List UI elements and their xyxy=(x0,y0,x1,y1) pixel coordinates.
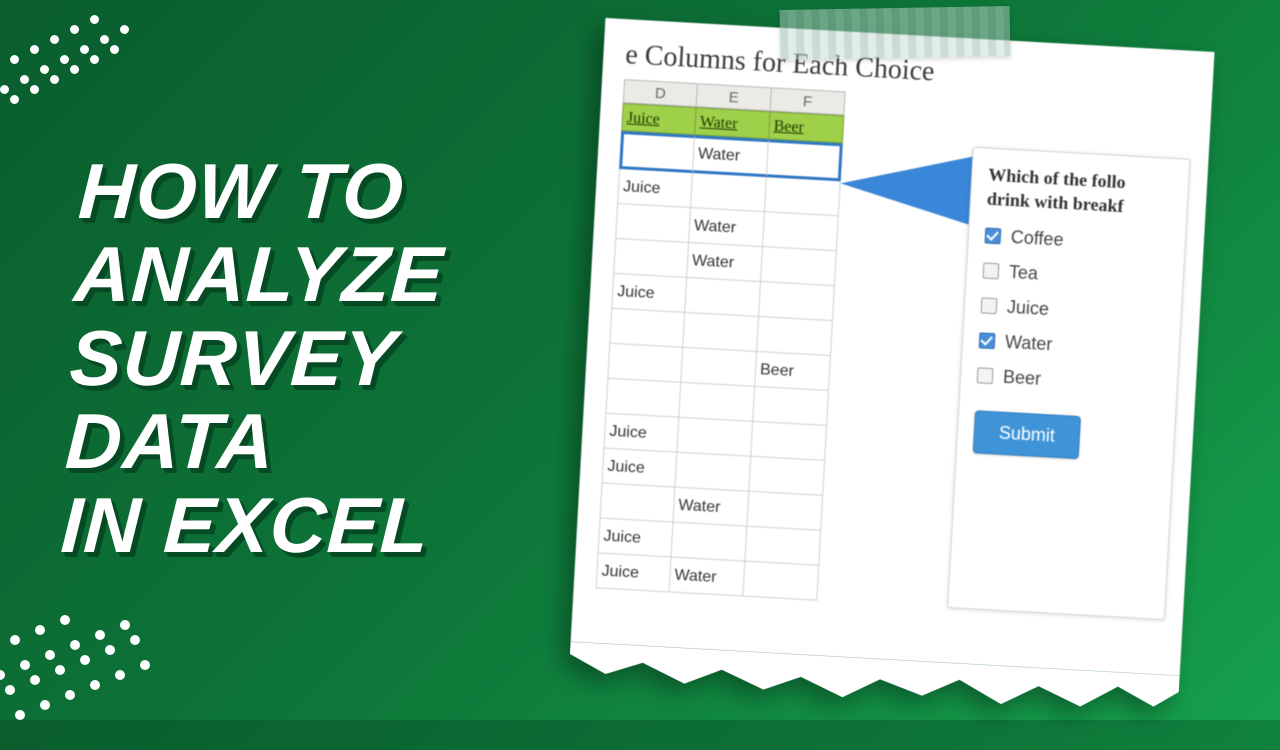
table-cell[interactable]: Water xyxy=(693,135,769,177)
table-cell[interactable] xyxy=(763,212,839,251)
table-cell[interactable] xyxy=(613,239,689,278)
screenshot-card: e Columns for Each Choice DEF JuiceWater… xyxy=(569,18,1215,711)
table-cell[interactable] xyxy=(683,313,759,352)
headline-line: IN EXCEL xyxy=(59,484,583,567)
table-cell[interactable] xyxy=(749,457,825,496)
table-cell[interactable] xyxy=(767,139,843,181)
table-cell[interactable] xyxy=(685,278,761,317)
table-cell[interactable]: Water xyxy=(670,557,746,596)
survey-option[interactable]: Coffee xyxy=(984,225,1169,256)
survey-option-label: Tea xyxy=(1008,262,1038,285)
survey-panel: Which of the follo drink with breakf Cof… xyxy=(947,147,1190,620)
header-cell: Water xyxy=(695,107,770,139)
pointer-arrow-icon xyxy=(839,149,973,224)
table-cell[interactable] xyxy=(753,387,829,426)
table-cell[interactable]: Water xyxy=(687,243,763,282)
table-cell[interactable]: Water xyxy=(673,488,749,527)
checkbox-icon[interactable] xyxy=(983,263,1000,280)
table-cell[interactable] xyxy=(751,422,827,461)
survey-option[interactable]: Water xyxy=(978,330,1163,361)
table-cell[interactable]: Juice xyxy=(598,518,674,557)
headline-line: HOW TO xyxy=(77,150,601,233)
headline-line: ANALYZE xyxy=(72,233,596,316)
table-cell[interactable] xyxy=(615,204,691,243)
table-cell[interactable] xyxy=(743,562,819,601)
survey-option-label: Beer xyxy=(1002,366,1041,389)
survey-question-line: Which of the follo xyxy=(988,165,1126,193)
survey-question: Which of the follo drink with breakf xyxy=(986,163,1172,222)
survey-option[interactable]: Beer xyxy=(977,365,1162,396)
header-cell: Juice xyxy=(621,103,696,135)
table-cell[interactable] xyxy=(759,282,835,321)
header-cell: Beer xyxy=(769,111,844,143)
table-cell[interactable] xyxy=(619,131,695,173)
table-cell[interactable]: Juice xyxy=(603,414,679,453)
table-cell[interactable] xyxy=(679,383,755,422)
survey-option-label: Juice xyxy=(1006,296,1049,319)
table-cell[interactable] xyxy=(605,379,681,418)
headline-line: SURVEY DATA xyxy=(63,317,592,484)
table-cell[interactable] xyxy=(609,309,685,348)
table-cell[interactable] xyxy=(747,492,823,531)
table-cell[interactable]: Juice xyxy=(611,274,687,313)
table-cell[interactable] xyxy=(745,527,821,566)
headline-title: HOW TO ANALYZE SURVEY DATA IN EXCEL xyxy=(59,150,601,567)
table-cell[interactable] xyxy=(677,418,753,457)
survey-option[interactable]: Juice xyxy=(980,295,1165,326)
survey-question-line: drink with breakf xyxy=(986,189,1124,217)
checkbox-icon[interactable] xyxy=(977,367,994,384)
table-cell[interactable] xyxy=(607,344,683,383)
table-cell[interactable] xyxy=(761,247,837,286)
table-cell[interactable] xyxy=(765,177,841,216)
table-cell[interactable] xyxy=(757,317,833,356)
table-cell[interactable] xyxy=(671,523,747,562)
submit-button[interactable]: Submit xyxy=(973,410,1081,459)
dots-top-left xyxy=(0,15,150,115)
survey-option[interactable]: Tea xyxy=(982,260,1167,291)
table-cell[interactable]: Juice xyxy=(596,553,672,592)
checkbox-icon[interactable] xyxy=(981,297,998,314)
spreadsheet: DEF JuiceWaterBeer WaterJuiceWaterWaterJ… xyxy=(596,79,846,601)
dots-bottom-left xyxy=(0,570,160,750)
tape-strip xyxy=(780,6,1011,60)
table-cell[interactable]: Beer xyxy=(755,352,831,391)
checkbox-icon[interactable] xyxy=(984,228,1001,245)
table-cell[interactable] xyxy=(675,453,751,492)
table-cell[interactable] xyxy=(691,173,767,212)
table-cell[interactable]: Juice xyxy=(601,449,677,488)
table-cell[interactable] xyxy=(681,348,757,387)
checkbox-icon[interactable] xyxy=(979,332,996,349)
table-cell[interactable] xyxy=(600,483,676,522)
table-cell[interactable]: Water xyxy=(689,208,765,247)
table-cell[interactable]: Juice xyxy=(617,169,693,208)
survey-option-label: Water xyxy=(1004,331,1052,355)
survey-option-label: Coffee xyxy=(1010,227,1064,251)
